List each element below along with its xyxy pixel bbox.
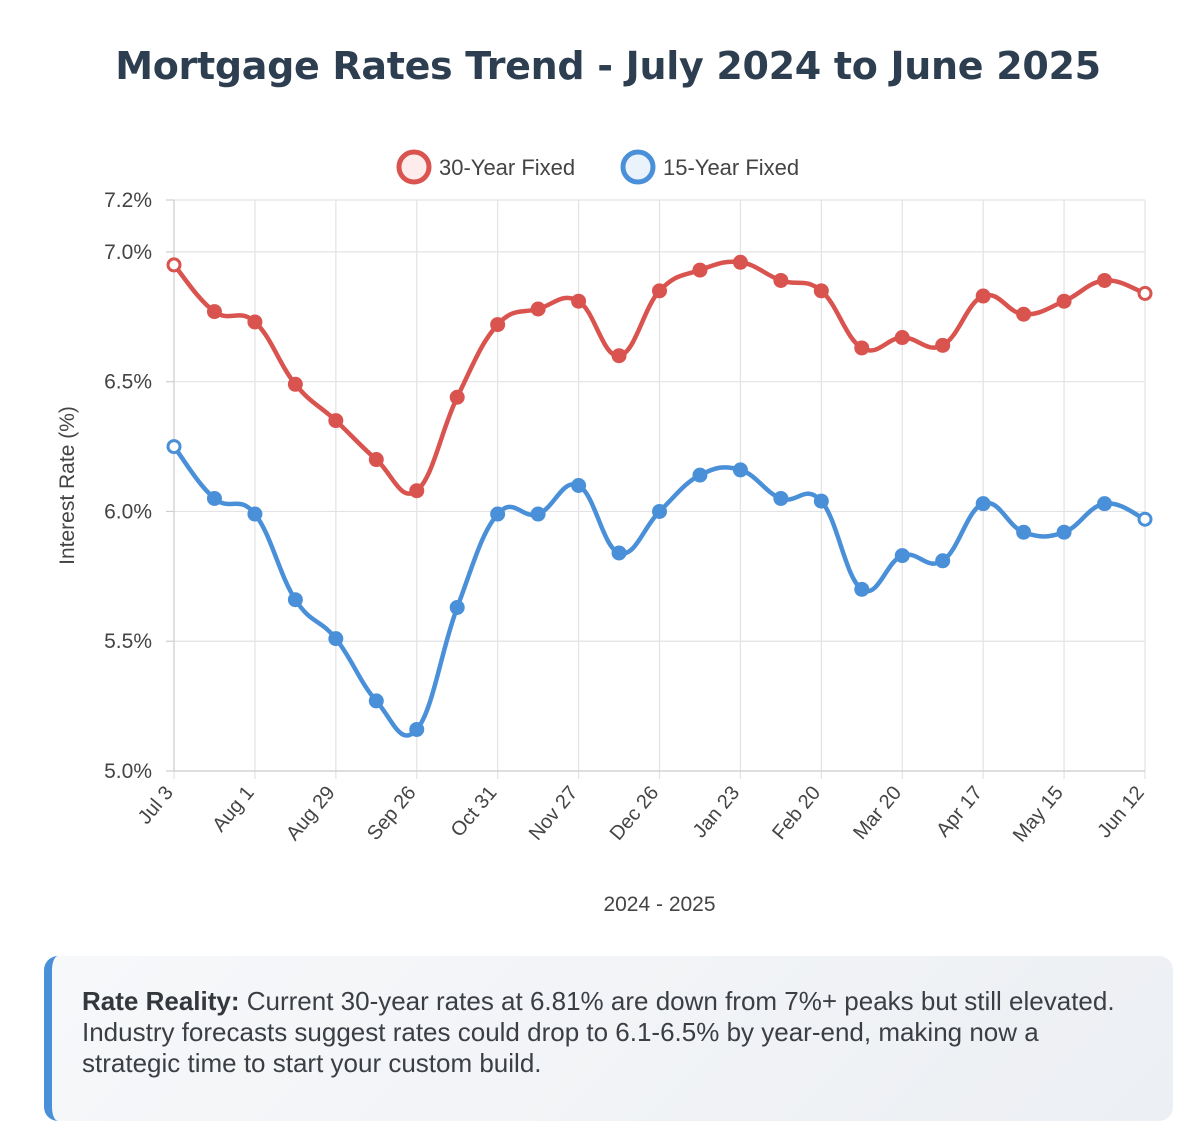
data-point bbox=[1097, 496, 1113, 512]
data-point bbox=[368, 452, 384, 468]
data-point bbox=[206, 304, 222, 320]
data-point bbox=[1016, 524, 1032, 540]
data-point bbox=[1137, 511, 1153, 527]
data-point bbox=[409, 721, 425, 737]
data-point bbox=[975, 288, 991, 304]
y-tick-label: 5.5% bbox=[104, 630, 152, 653]
series-group bbox=[166, 254, 1153, 738]
x-tick-label: May 15 bbox=[1009, 782, 1068, 846]
data-point bbox=[611, 545, 627, 561]
x-tick-label: Jul 3 bbox=[134, 782, 178, 829]
data-point bbox=[611, 348, 627, 364]
x-tick-label: Aug 29 bbox=[282, 782, 340, 845]
x-axis: Jul 3 Aug 1 Aug 29 Sep 26 Oct 31 Nov 27 Dec 26… bbox=[134, 782, 1149, 846]
y-tick-label: 7.2% bbox=[104, 189, 152, 212]
legend: 30-Year Fixed 15-Year Fixed bbox=[396, 149, 799, 185]
legend-label: 15-Year Fixed bbox=[663, 155, 799, 180]
x-tick-label: Mar 20 bbox=[849, 782, 906, 844]
y-tick-label: 7.0% bbox=[104, 241, 152, 264]
data-point bbox=[1097, 272, 1113, 288]
callout-text: Current 30-year rates at 6.81% are down … bbox=[82, 986, 1115, 1078]
callout-label: Rate Reality: bbox=[82, 986, 240, 1016]
x-tick-label: Apr 17 bbox=[932, 782, 987, 841]
legend-swatch bbox=[396, 149, 432, 185]
data-point bbox=[166, 257, 182, 273]
data-point bbox=[166, 439, 182, 455]
data-point bbox=[692, 467, 708, 483]
legend-label: 30-Year Fixed bbox=[439, 155, 575, 180]
data-point bbox=[530, 301, 546, 317]
data-point bbox=[773, 272, 789, 288]
data-point bbox=[247, 506, 263, 522]
data-point bbox=[894, 330, 910, 346]
x-tick-label: Dec 26 bbox=[606, 782, 664, 845]
x-tick-label: Nov 27 bbox=[525, 782, 583, 845]
data-point bbox=[571, 478, 587, 493]
series-15-year-fixed bbox=[166, 439, 1153, 738]
y-tick-label: 5.0% bbox=[104, 760, 152, 783]
data-point bbox=[449, 389, 465, 405]
x-tick-label: Aug 1 bbox=[208, 782, 258, 836]
data-point bbox=[530, 506, 546, 522]
data-point bbox=[652, 283, 667, 299]
data-point bbox=[894, 548, 910, 564]
data-point bbox=[813, 283, 829, 299]
data-point bbox=[773, 490, 789, 506]
data-point bbox=[935, 553, 951, 569]
y-tick-label: 6.5% bbox=[104, 371, 152, 394]
x-tick-label: Feb 20 bbox=[768, 782, 825, 844]
data-point bbox=[409, 483, 425, 499]
data-point bbox=[206, 490, 222, 506]
data-point bbox=[490, 317, 506, 333]
x-tick-label: Jun 12 bbox=[1093, 782, 1148, 842]
data-point bbox=[287, 376, 303, 392]
data-point bbox=[287, 592, 303, 608]
data-point bbox=[490, 506, 506, 522]
data-point bbox=[854, 340, 870, 356]
data-point bbox=[1056, 524, 1072, 540]
data-point bbox=[692, 262, 708, 278]
y-axis-label: Interest Rate (%) bbox=[56, 406, 79, 565]
data-point bbox=[328, 413, 344, 429]
data-point bbox=[732, 462, 748, 478]
x-tick-label: Sep 26 bbox=[363, 782, 421, 845]
legend-swatch bbox=[620, 149, 656, 185]
data-point bbox=[1137, 285, 1153, 301]
x-tick-label: Jan 23 bbox=[689, 782, 744, 842]
data-point bbox=[813, 493, 829, 509]
legend-item-30-year-fixed: 30-Year Fixed bbox=[396, 149, 575, 185]
rate-reality-callout: Rate Reality: Current 30-year rates at 6… bbox=[44, 956, 1173, 1121]
data-point bbox=[652, 503, 667, 519]
data-point bbox=[854, 581, 870, 597]
line-chart: 30-Year Fixed 15-Year Fixed 5.0% 5.5% 6.0% 6… bbox=[56, 149, 1153, 916]
data-point bbox=[1016, 306, 1032, 322]
y-axis: 5.0% 5.5% 6.0% 6.5% 7.0% 7.2% bbox=[104, 189, 152, 783]
data-point bbox=[975, 496, 991, 512]
data-point bbox=[571, 293, 587, 309]
data-point bbox=[368, 693, 384, 709]
x-tick-label: Oct 31 bbox=[447, 782, 502, 841]
data-point bbox=[449, 599, 465, 615]
data-point bbox=[328, 631, 344, 647]
series-30-year-fixed bbox=[166, 254, 1153, 499]
data-point bbox=[247, 314, 263, 330]
data-point bbox=[732, 254, 748, 270]
x-axis-label: 2024 - 2025 bbox=[603, 893, 715, 916]
legend-item-15-year-fixed: 15-Year Fixed bbox=[620, 149, 799, 185]
y-tick-label: 6.0% bbox=[104, 500, 152, 523]
data-point bbox=[935, 337, 951, 353]
data-point bbox=[1056, 293, 1072, 309]
chart-title: Mortgage Rates Trend - July 2024 to June… bbox=[115, 44, 1101, 88]
